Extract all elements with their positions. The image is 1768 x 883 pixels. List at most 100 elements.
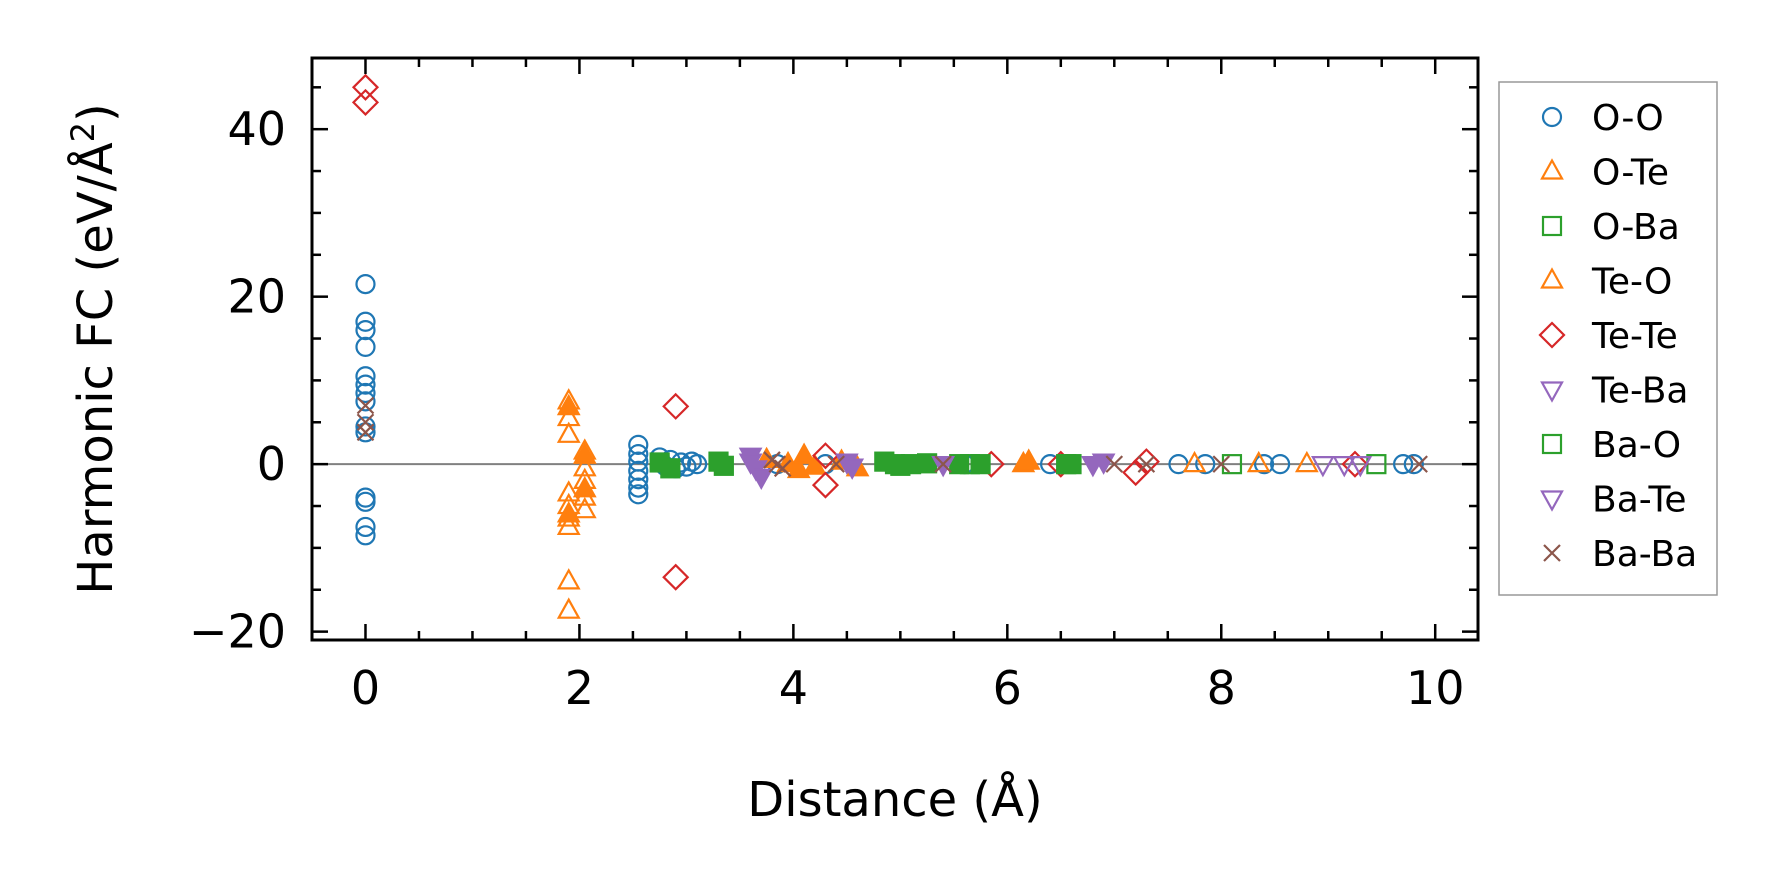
data-point [556, 480, 581, 502]
series-o-te [556, 388, 1319, 619]
data-point [1348, 456, 1373, 478]
data-point [355, 320, 376, 341]
data-point [355, 391, 376, 412]
data-point [1294, 450, 1319, 473]
data-point [572, 476, 597, 498]
legend-marker-te-o [1540, 267, 1564, 289]
data-point [556, 597, 581, 619]
data-point [356, 423, 375, 442]
legend-label: Ba-Te [1592, 480, 1686, 521]
series-te-te [351, 73, 1369, 591]
data-point [773, 459, 792, 478]
data-point [556, 421, 581, 443]
data-point [1061, 454, 1082, 475]
data-point [1403, 454, 1424, 475]
legend-label: O-Te [1592, 153, 1669, 194]
series-te-ba [1311, 456, 1373, 478]
data-point [628, 460, 649, 481]
data-point [355, 382, 376, 404]
data-point [356, 396, 375, 415]
plot-frame [310, 56, 1480, 642]
data-point [1332, 456, 1357, 478]
data-point [1105, 455, 1124, 473]
data-point [687, 454, 708, 475]
data-point [738, 453, 763, 475]
data-point [713, 455, 734, 476]
legend-marker-te-ba [1540, 381, 1564, 403]
data-point [628, 477, 649, 498]
legend-marker-o-te [1540, 158, 1564, 180]
data-point [1311, 456, 1335, 478]
legend-label: Te-O [1591, 262, 1672, 303]
data-point [355, 516, 376, 538]
data-point [811, 442, 840, 470]
data-point [355, 491, 376, 512]
data-point [1016, 448, 1041, 470]
data-point [572, 442, 597, 464]
legend-box [1498, 81, 1718, 596]
data-point [628, 434, 649, 455]
data-point [811, 471, 840, 499]
data-point [934, 455, 952, 473]
x-tick-label: 0 [351, 661, 380, 715]
legend-label: O-O [1592, 98, 1664, 139]
legend-marker-ba-o [1541, 433, 1563, 455]
x-tick-label: 6 [993, 661, 1022, 715]
y-tick-label: 40 [227, 102, 286, 156]
data-point [572, 496, 597, 519]
data-point [628, 469, 649, 490]
data-point [1195, 454, 1216, 475]
data-point [355, 274, 376, 295]
data-point [840, 458, 865, 480]
data-point [1182, 450, 1207, 473]
data-point [1246, 450, 1271, 473]
data-point [662, 563, 690, 591]
data-point [660, 458, 681, 479]
series-o-o [355, 274, 1424, 546]
legend-label: Te-Ba [1591, 371, 1689, 412]
data-point [355, 525, 376, 546]
legend-marker-ba-te [1540, 490, 1564, 512]
x-axis-label: Distance (Å) [747, 771, 1042, 828]
x-tick-label: 2 [565, 661, 594, 715]
y-tick-label: 20 [227, 270, 286, 324]
data-point [786, 456, 811, 479]
y-axis-label: Harmonic FC (eV/Å2) [64, 103, 124, 595]
data-point [556, 393, 581, 416]
legend-label: O-Ba [1592, 207, 1680, 248]
data-point [628, 443, 649, 465]
data-point [1393, 454, 1414, 475]
data-point [1122, 458, 1150, 487]
data-point [572, 455, 597, 477]
data-point [556, 501, 581, 523]
legend-marker-o-o [1541, 106, 1563, 128]
data-point [351, 73, 380, 101]
data-point [1137, 455, 1156, 473]
data-point [355, 366, 376, 387]
data-point [970, 454, 991, 475]
y-tick-label: −20 [189, 605, 286, 659]
data-point [556, 568, 581, 590]
data-point [355, 311, 376, 332]
series-ba-o [649, 451, 1082, 479]
legend-label: Ba-Ba [1592, 534, 1697, 575]
data-point [355, 416, 376, 437]
legend-marker-ba-ba [1543, 544, 1561, 562]
data-point [792, 442, 816, 464]
data-point [351, 88, 380, 116]
series-ba-ba [356, 396, 1428, 478]
legend-marker-te-te [1538, 321, 1566, 349]
x-tick-label: 10 [1406, 661, 1465, 715]
data-point [1212, 455, 1231, 473]
legend-label: Te-Te [1591, 316, 1678, 357]
x-tick-label: 4 [779, 661, 808, 715]
data-point [1410, 455, 1428, 473]
data-point [1341, 450, 1369, 478]
data-point [628, 484, 649, 505]
data-point [802, 453, 827, 475]
data-point [355, 374, 376, 395]
legend: O-O O-Te O-Ba Te-O Te-Te Te-Ba Ba-O Ba-Te Ba-Ba [1498, 81, 1718, 596]
data-point [1253, 454, 1275, 475]
legend-label: Ba-O [1592, 425, 1681, 466]
